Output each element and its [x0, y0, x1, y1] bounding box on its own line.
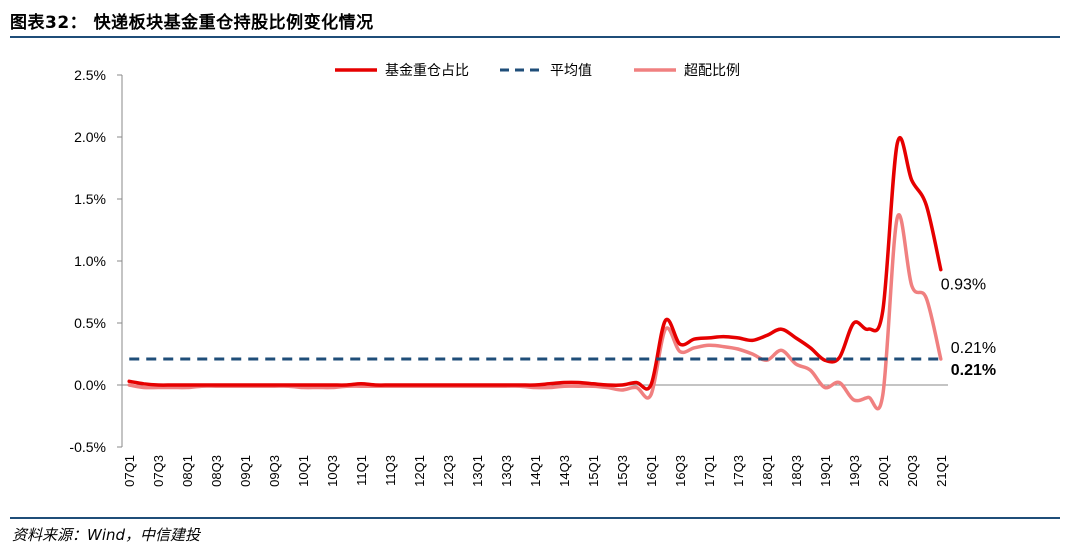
legend-label: 基金重仓占比 — [385, 62, 469, 78]
end-value-label: 0.21% — [951, 340, 996, 357]
y-tick-label: -0.5% — [69, 439, 106, 455]
x-tick-label: 18Q3 — [789, 455, 804, 487]
x-tick-label: 14Q1 — [528, 455, 543, 487]
x-tick-label: 12Q1 — [412, 455, 427, 487]
chart-title: 图表32： 快递板块基金重仓持股比例变化情况 — [10, 13, 374, 33]
bottom-rule — [10, 517, 1060, 519]
x-tick-label: 09Q1 — [238, 455, 253, 487]
legend-label: 超配比例 — [684, 62, 740, 78]
y-tick-label: 1.0% — [74, 253, 106, 269]
y-tick-label: 2.0% — [74, 129, 106, 145]
x-tick-label: 21Q1 — [934, 455, 949, 487]
x-tick-label: 07Q1 — [122, 455, 137, 487]
x-tick-label: 10Q1 — [296, 455, 311, 487]
end-value-label: 0.21% — [951, 362, 996, 379]
x-tick-label: 16Q3 — [673, 455, 688, 487]
x-tick-label: 15Q1 — [586, 455, 601, 487]
x-tick-label: 20Q3 — [905, 455, 920, 487]
x-tick-label: 08Q1 — [180, 455, 195, 487]
end-value-label: 0.93% — [941, 277, 986, 294]
y-tick-label: 2.5% — [74, 67, 106, 83]
x-tick-label: 12Q3 — [441, 455, 456, 487]
x-tick-label: 15Q3 — [615, 455, 630, 487]
chart-canvas: 2.5% 2.0% 1.5% 1.0% 0.5% 0.0% -0.5% 07Q1 07Q3 08Q… — [69, 62, 996, 487]
top-rule — [10, 36, 1060, 38]
x-tick-label: 10Q3 — [325, 455, 340, 487]
series-line-holding — [127, 135, 943, 391]
y-tick-label: 1.5% — [74, 191, 106, 207]
x-tick-label: 09Q3 — [267, 455, 282, 487]
x-tick-label: 08Q3 — [209, 455, 224, 487]
x-tick-label: 20Q1 — [876, 455, 891, 487]
x-tick-label: 18Q1 — [760, 455, 775, 487]
x-tick-label: 19Q1 — [818, 455, 833, 487]
y-tick-label: 0.5% — [74, 315, 106, 331]
x-tick-label: 17Q1 — [702, 455, 717, 487]
y-tick-label: 0.0% — [74, 377, 106, 393]
x-tick-label: 13Q1 — [470, 455, 485, 487]
x-tick-label: 16Q1 — [644, 455, 659, 487]
x-tick-label: 11Q1 — [354, 455, 369, 486]
legend-label: 平均值 — [550, 62, 592, 78]
series-line-excess — [127, 213, 943, 411]
x-tick-label: 19Q3 — [847, 455, 862, 487]
x-tick-label: 07Q3 — [151, 455, 166, 487]
source-note: 资料来源：Wind，中信建投 — [12, 526, 201, 544]
x-tick-label: 13Q3 — [499, 455, 514, 487]
x-tick-label: 11Q3 — [383, 455, 398, 486]
x-tick-label: 14Q3 — [557, 455, 572, 487]
x-tick-label: 17Q3 — [731, 455, 746, 487]
